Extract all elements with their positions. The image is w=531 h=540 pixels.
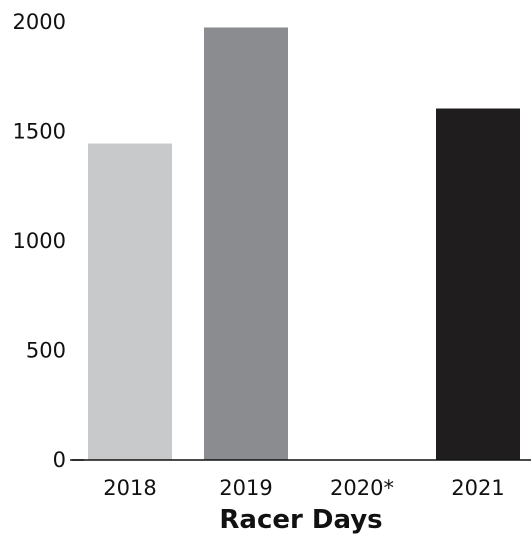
y-tick-label: 0 <box>53 448 66 472</box>
x-tick-label: 2021 <box>451 476 504 500</box>
y-axis: 0 500 1000 1500 2000 <box>13 10 84 472</box>
y-tick-label: 1500 <box>13 120 66 144</box>
x-tick-label: 2018 <box>103 476 156 500</box>
x-axis: 2018 2019 2020* 2021 <box>72 459 531 500</box>
x-tick-label: 2019 <box>219 476 272 500</box>
y-tick-label: 500 <box>26 339 66 363</box>
bars <box>88 27 520 461</box>
y-tick-label: 1000 <box>13 229 66 253</box>
bar-2021 <box>436 108 520 460</box>
y-tick-label: 2000 <box>13 10 66 34</box>
x-axis-title: Racer Days <box>219 505 382 535</box>
x-tick-label: 2020* <box>330 476 394 500</box>
bar-2018 <box>88 143 172 461</box>
bar-2019 <box>204 27 288 460</box>
